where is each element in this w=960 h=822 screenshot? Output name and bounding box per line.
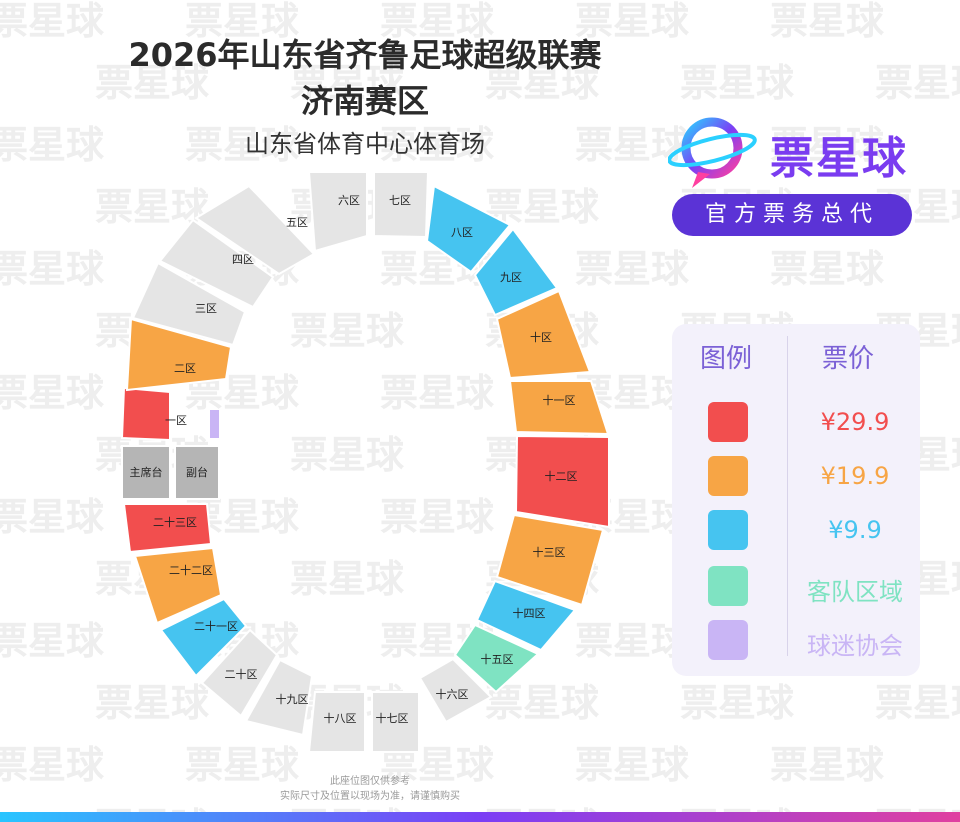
seat-section[interactable] [158, 218, 275, 309]
seat-section-label: 六区 [338, 194, 360, 207]
seat-section[interactable] [371, 691, 420, 753]
footnote-line-2: 实际尺寸及位置以现场为准，请谨慎购买 [280, 791, 460, 802]
legend-divider [787, 336, 788, 656]
legend-row: ¥19.9 [672, 456, 920, 498]
seat-section[interactable] [133, 546, 223, 625]
legend-label: 客队区域 [807, 578, 903, 606]
fan-association-section[interactable] [210, 410, 219, 438]
seat-section-label: 四区 [232, 253, 254, 266]
seat-section-label: 十五区 [481, 652, 514, 666]
legend-row: ¥9.9 [672, 510, 920, 552]
legend-swatch [708, 510, 748, 550]
seat-section-label: 二十二区 [169, 563, 213, 577]
bottom-gradient-bar [0, 812, 960, 822]
legend-swatch [708, 402, 748, 442]
seat-section[interactable] [120, 386, 171, 442]
seat-section-label: 十区 [530, 330, 552, 344]
legend-swatch [708, 566, 748, 606]
seat-section[interactable] [244, 658, 314, 737]
brand-tag: 官方票务总代 [672, 194, 912, 236]
seat-section-label: 五区 [286, 216, 308, 229]
legend-label: ¥9.9 [828, 516, 882, 544]
seat-section[interactable] [418, 657, 493, 724]
seat-section-label: 二区 [174, 362, 196, 375]
seat-section[interactable] [194, 184, 316, 276]
seat-section-label: 二十三区 [153, 515, 197, 529]
seat-section-label: 三区 [195, 302, 217, 315]
seat-section[interactable] [514, 434, 610, 529]
seat-section-label: 十六区 [436, 687, 469, 701]
seat-section-label: 七区 [389, 194, 411, 207]
seat-section[interactable] [125, 317, 233, 392]
seat-section[interactable] [159, 597, 248, 678]
footnote-line-1: 此座位图仅供参考 [330, 776, 410, 787]
seat-section-label: 十三区 [533, 545, 566, 559]
legend-header-legend: 图例 [700, 344, 753, 374]
seat-section-label: 十八区 [324, 711, 357, 725]
seat-section-label: 十九区 [276, 692, 309, 706]
seat-section[interactable] [495, 513, 605, 607]
venue-name: 山东省体育中心体育场 [245, 130, 485, 158]
seat-section[interactable] [473, 227, 559, 317]
legend-swatch [708, 620, 748, 660]
seat-section-label: 十四区 [513, 606, 546, 620]
seat-section[interactable] [122, 503, 213, 554]
seat-section-label: 十一区 [543, 393, 576, 407]
seat-section[interactable] [131, 261, 247, 347]
seat-section-label: 二十区 [225, 667, 258, 681]
event-region: 济南赛区 [300, 82, 429, 120]
seat-section-label: 主席台 [130, 465, 163, 479]
price-legend: 图例 票价 ¥29.9 ¥19.9 ¥9.9 客队区域球迷协会 [672, 324, 920, 676]
brand-name: 票星球 [770, 133, 908, 184]
seat-section[interactable] [495, 289, 592, 380]
seat-section[interactable] [475, 579, 577, 652]
seat-section-label: 副台 [186, 465, 208, 479]
seat-section[interactable] [508, 380, 610, 436]
planet-logo-icon [668, 117, 757, 188]
seat-section-label: 十二区 [545, 469, 578, 483]
legend-row: ¥29.9 [672, 402, 920, 444]
seat-section[interactable] [425, 184, 512, 274]
seat-section-label: 一区 [165, 414, 187, 427]
legend-label: ¥19.9 [820, 462, 890, 490]
legend-row: 球迷协会 [672, 620, 920, 662]
seat-section-label: 十七区 [376, 711, 409, 725]
seat-section-label: 二十一区 [194, 619, 238, 633]
legend-swatch [708, 456, 748, 496]
legend-header-price: 票价 [822, 344, 875, 374]
seat-section[interactable] [200, 628, 279, 718]
seat-section[interactable] [373, 171, 430, 239]
seat-section-label: 九区 [500, 271, 522, 284]
seat-section[interactable] [174, 445, 220, 500]
event-title: 2026年山东省齐鲁足球超级联赛 [128, 36, 602, 74]
seat-section-label: 八区 [451, 226, 473, 239]
seat-section[interactable] [307, 171, 368, 253]
seat-section[interactable] [307, 691, 366, 753]
legend-row: 客队区域 [672, 566, 920, 608]
legend-label: ¥29.9 [820, 408, 890, 436]
seat-section[interactable] [121, 445, 171, 500]
seat-section[interactable] [453, 623, 540, 694]
legend-label: 球迷协会 [807, 632, 903, 660]
